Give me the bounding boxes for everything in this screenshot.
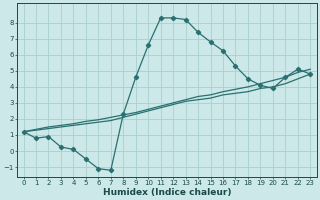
X-axis label: Humidex (Indice chaleur): Humidex (Indice chaleur)	[103, 188, 231, 197]
